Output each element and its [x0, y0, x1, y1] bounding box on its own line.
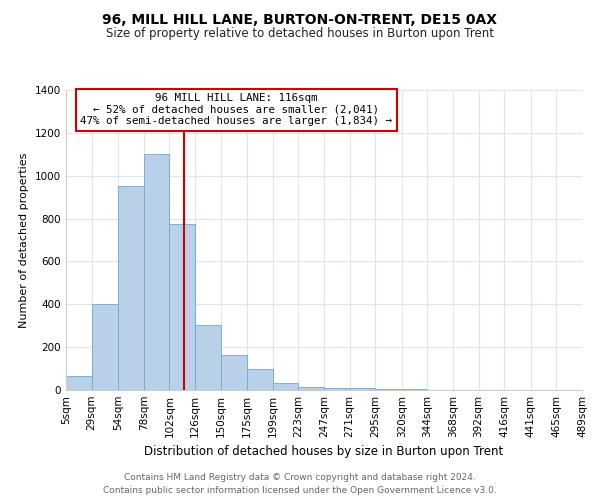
Text: 96, MILL HILL LANE, BURTON-ON-TRENT, DE15 0AX: 96, MILL HILL LANE, BURTON-ON-TRENT, DE1… — [103, 12, 497, 26]
Text: Size of property relative to detached houses in Burton upon Trent: Size of property relative to detached ho… — [106, 28, 494, 40]
Bar — [273, 382, 298, 390]
X-axis label: Distribution of detached houses by size in Burton upon Trent: Distribution of detached houses by size … — [145, 446, 503, 458]
Y-axis label: Number of detached properties: Number of detached properties — [19, 152, 29, 328]
Text: Contains public sector information licensed under the Open Government Licence v3: Contains public sector information licen… — [103, 486, 497, 495]
Bar — [350, 388, 375, 390]
Bar — [92, 304, 118, 390]
Bar — [169, 224, 195, 390]
Bar — [66, 376, 92, 390]
Bar — [144, 154, 169, 390]
Bar — [221, 354, 247, 390]
Bar — [375, 389, 402, 390]
Text: 96 MILL HILL LANE: 116sqm
← 52% of detached houses are smaller (2,041)
47% of se: 96 MILL HILL LANE: 116sqm ← 52% of detac… — [80, 93, 392, 126]
Bar — [195, 324, 221, 390]
Bar — [118, 186, 144, 390]
Text: Contains HM Land Registry data © Crown copyright and database right 2024.: Contains HM Land Registry data © Crown c… — [124, 472, 476, 482]
Bar — [324, 388, 350, 390]
Bar — [298, 387, 324, 390]
Bar — [247, 368, 273, 390]
